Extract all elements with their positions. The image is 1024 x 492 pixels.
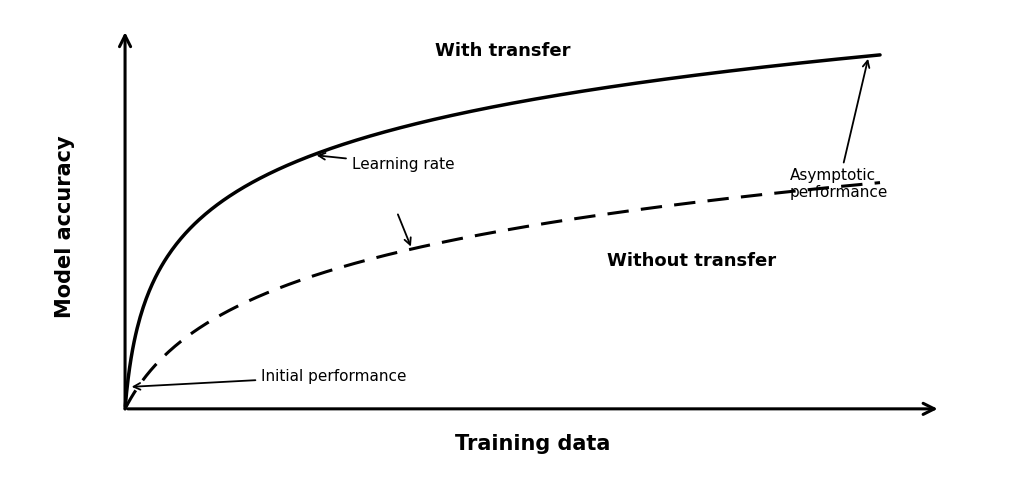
Text: Learning rate: Learning rate xyxy=(318,153,455,172)
Text: With transfer: With transfer xyxy=(435,42,570,61)
Text: Training data: Training data xyxy=(455,434,610,454)
Text: Asymptotic
performance: Asymptotic performance xyxy=(790,61,888,200)
Text: Without transfer: Without transfer xyxy=(607,252,776,270)
Text: Initial performance: Initial performance xyxy=(133,369,407,390)
Text: Model accuracy: Model accuracy xyxy=(54,135,75,318)
